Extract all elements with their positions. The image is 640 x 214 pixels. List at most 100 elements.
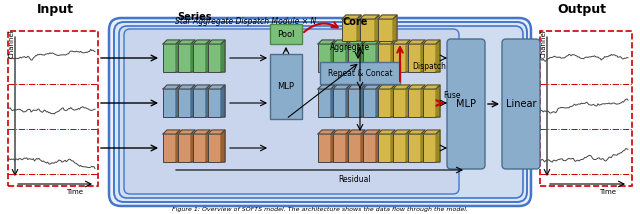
Bar	[208, 44, 221, 72]
FancyBboxPatch shape	[502, 39, 540, 169]
Text: Output: Output	[557, 3, 607, 15]
Polygon shape	[178, 40, 195, 44]
Polygon shape	[421, 130, 425, 162]
FancyBboxPatch shape	[124, 29, 459, 194]
Text: Core: Core	[342, 17, 368, 27]
Polygon shape	[436, 85, 440, 117]
Bar	[393, 134, 406, 162]
Bar	[423, 89, 436, 117]
Bar	[363, 44, 376, 72]
Text: Figure 1: Overview of SOFTS model. The architecture shows the data flow through : Figure 1: Overview of SOFTS model. The a…	[172, 208, 468, 213]
Bar	[378, 134, 391, 162]
Bar	[408, 134, 421, 162]
Bar	[408, 89, 421, 117]
Bar	[163, 134, 176, 162]
Text: Channel: Channel	[9, 29, 15, 58]
Text: Time: Time	[67, 189, 83, 195]
Polygon shape	[361, 130, 365, 162]
Polygon shape	[408, 85, 425, 89]
Bar	[393, 44, 406, 72]
FancyBboxPatch shape	[119, 26, 523, 198]
Polygon shape	[408, 40, 425, 44]
Text: Aggregate: Aggregate	[330, 43, 370, 52]
Bar	[318, 134, 331, 162]
Polygon shape	[318, 85, 335, 89]
Text: Linear: Linear	[506, 99, 536, 109]
FancyBboxPatch shape	[447, 39, 485, 169]
Polygon shape	[221, 85, 225, 117]
Bar	[378, 19, 393, 41]
Polygon shape	[408, 130, 425, 134]
Polygon shape	[421, 40, 425, 72]
Polygon shape	[193, 130, 210, 134]
Polygon shape	[163, 40, 180, 44]
Bar	[193, 134, 206, 162]
Polygon shape	[191, 130, 195, 162]
Text: Dispatch: Dispatch	[412, 61, 446, 70]
Polygon shape	[376, 85, 380, 117]
Bar	[333, 89, 346, 117]
Polygon shape	[423, 40, 440, 44]
Polygon shape	[346, 40, 350, 72]
FancyBboxPatch shape	[114, 22, 527, 202]
Bar	[178, 44, 191, 72]
Polygon shape	[363, 85, 380, 89]
Bar	[193, 44, 206, 72]
Bar	[408, 44, 421, 72]
Polygon shape	[436, 40, 440, 72]
Bar	[360, 19, 375, 41]
Polygon shape	[193, 40, 210, 44]
Polygon shape	[178, 130, 195, 134]
Polygon shape	[363, 130, 380, 134]
Polygon shape	[208, 40, 225, 44]
Polygon shape	[393, 130, 410, 134]
Bar	[540, 31, 632, 186]
Text: Star Aggregate Dispatch Module × N: Star Aggregate Dispatch Module × N	[175, 17, 316, 26]
Bar	[8, 31, 98, 186]
Polygon shape	[361, 85, 365, 117]
Polygon shape	[378, 40, 395, 44]
Bar	[270, 54, 302, 119]
Text: Fuse: Fuse	[443, 91, 461, 100]
Bar	[423, 44, 436, 72]
Bar	[363, 89, 376, 117]
Polygon shape	[423, 85, 440, 89]
Bar	[333, 44, 346, 72]
Polygon shape	[421, 85, 425, 117]
Polygon shape	[357, 15, 361, 41]
Polygon shape	[221, 130, 225, 162]
Polygon shape	[436, 130, 440, 162]
Text: Channel: Channel	[541, 29, 547, 58]
Bar	[423, 134, 436, 162]
Polygon shape	[376, 40, 380, 72]
Bar	[178, 134, 191, 162]
Text: Repeat & Concat: Repeat & Concat	[328, 68, 392, 77]
Polygon shape	[176, 40, 180, 72]
Bar	[178, 89, 191, 117]
Polygon shape	[318, 130, 335, 134]
Polygon shape	[346, 85, 350, 117]
Polygon shape	[375, 15, 379, 41]
Bar	[163, 44, 176, 72]
Polygon shape	[393, 15, 397, 41]
Polygon shape	[360, 15, 379, 19]
Polygon shape	[378, 130, 395, 134]
Polygon shape	[206, 85, 210, 117]
Polygon shape	[176, 85, 180, 117]
Polygon shape	[176, 130, 180, 162]
Polygon shape	[333, 130, 350, 134]
Bar	[348, 44, 361, 72]
Bar	[193, 89, 206, 117]
Bar	[318, 44, 331, 72]
Polygon shape	[423, 130, 440, 134]
Polygon shape	[178, 85, 195, 89]
Polygon shape	[391, 130, 395, 162]
Polygon shape	[406, 85, 410, 117]
Polygon shape	[163, 130, 180, 134]
Polygon shape	[391, 40, 395, 72]
Polygon shape	[318, 40, 335, 44]
Text: Time: Time	[600, 189, 616, 195]
FancyBboxPatch shape	[109, 18, 531, 206]
Polygon shape	[333, 40, 350, 44]
Text: MLP: MLP	[278, 82, 294, 91]
